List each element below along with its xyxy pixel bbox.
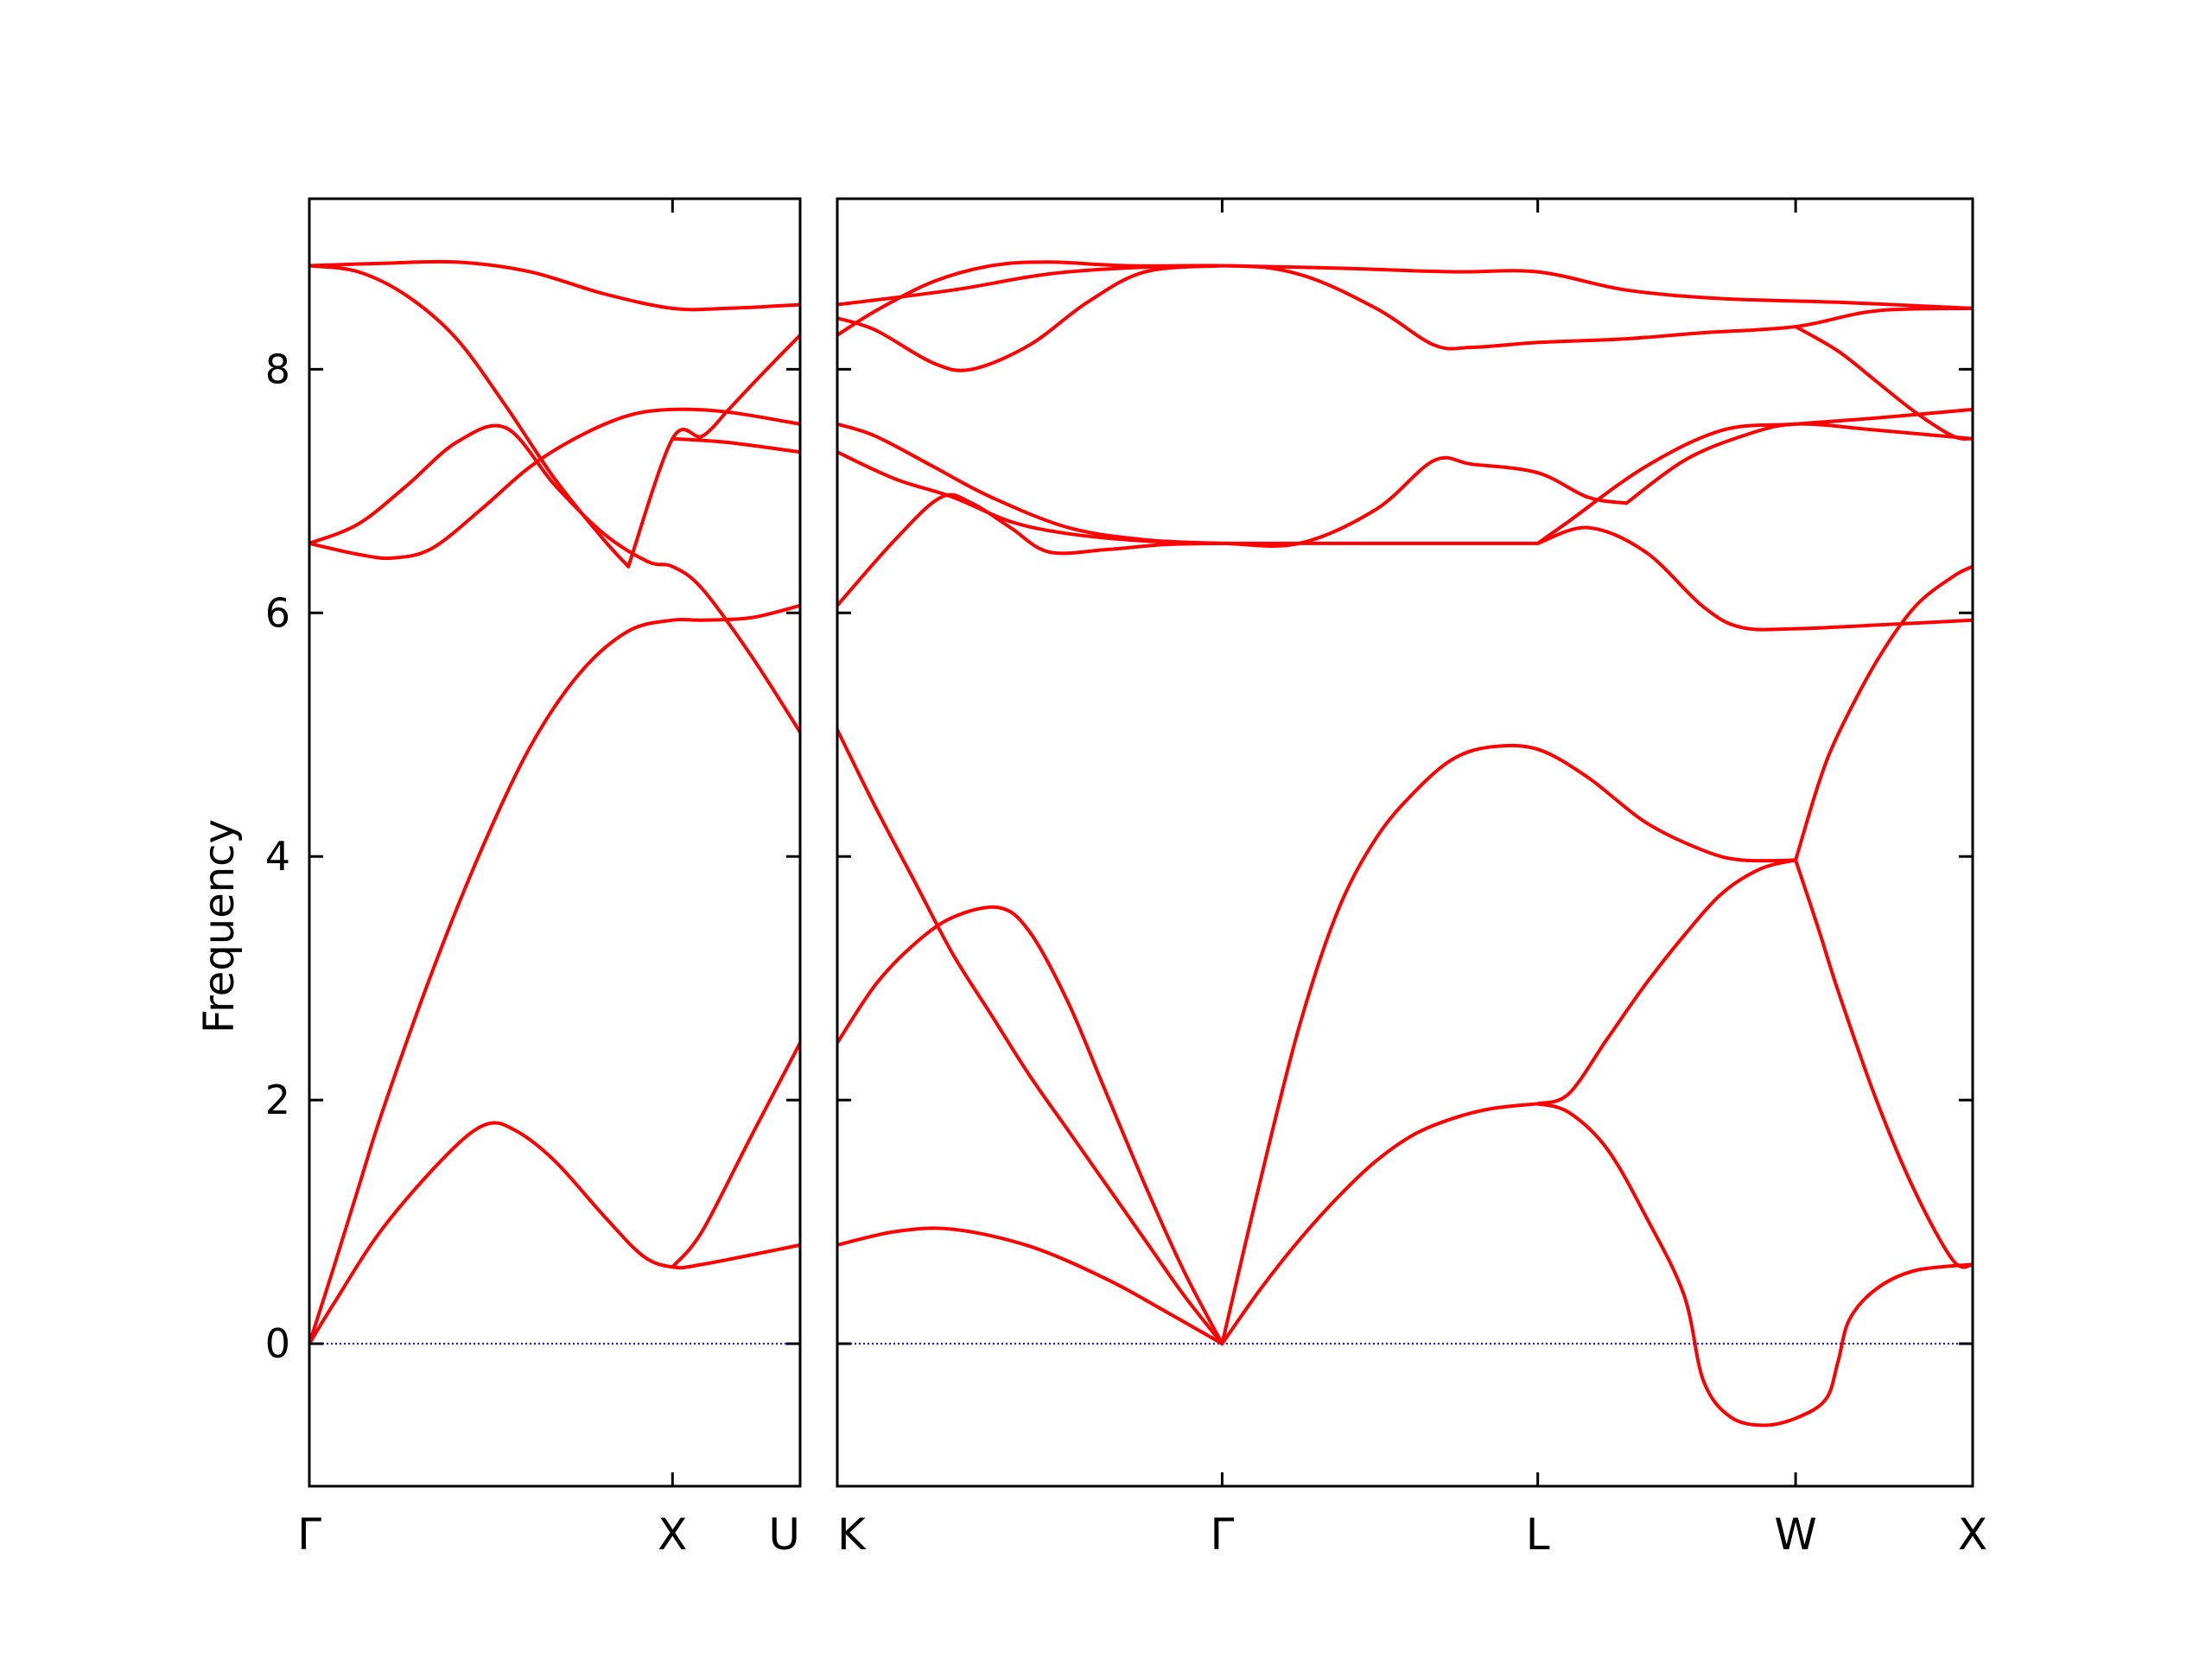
band-line-6	[626, 410, 728, 569]
x-tick-label: X	[1958, 1510, 1987, 1560]
x-tick-label: X	[658, 1510, 687, 1560]
panel-frame	[836, 197, 1974, 1488]
band-line-8	[671, 1040, 800, 1269]
band-line-3	[309, 407, 800, 561]
band-line-2	[837, 905, 1224, 1346]
x-tick-label: Γ	[297, 1510, 321, 1560]
band-line-13	[837, 422, 1224, 545]
band-line-4	[309, 423, 800, 734]
band-line-9	[724, 333, 800, 414]
y-tick-label: 6	[265, 589, 290, 636]
band-line-5	[309, 264, 631, 569]
y-tick-label: 2	[265, 1077, 290, 1123]
x-tick-label: W	[1774, 1510, 1816, 1560]
band-line-2	[309, 603, 800, 1346]
panels-group: 0 2 4 6 8 Γ X U K Γ L W X	[265, 197, 1987, 1560]
band-line-19	[1794, 325, 1973, 442]
band-lines	[837, 260, 1973, 1427]
band-line-4	[1220, 1102, 1540, 1346]
panel-frame	[308, 197, 802, 1488]
band-line-1	[837, 1226, 1224, 1346]
band-line-7	[671, 436, 800, 454]
panel-1: 0 2 4 6 8 Γ X U	[265, 197, 802, 1560]
band-line-14	[1535, 407, 1973, 545]
x-tick-label: Γ	[1210, 1510, 1234, 1560]
band-line-8	[1794, 858, 1973, 1269]
band-line-10	[309, 259, 800, 312]
band-lines	[309, 259, 800, 1346]
y-tick-label: 4	[265, 833, 290, 880]
band-line-15	[1624, 422, 1973, 505]
band-line-6	[1535, 858, 1798, 1106]
x-tick-label: L	[1526, 1510, 1550, 1560]
band-line-17	[837, 264, 1973, 351]
x-tick-label: K	[837, 1510, 867, 1560]
x-tick-label: U	[768, 1510, 800, 1560]
band-line-18	[837, 264, 1224, 372]
band-line-3	[837, 728, 1224, 1346]
y-tick-label: 8	[265, 346, 290, 392]
y-axis-label: Frequency	[195, 819, 244, 1033]
band-line-10	[1535, 525, 1973, 632]
band-line-1	[309, 1121, 800, 1346]
y-tick-label: 0	[265, 1320, 290, 1367]
band-line-7	[1535, 1102, 1973, 1427]
band-line-5	[1220, 743, 1798, 1346]
band-line-9	[1794, 564, 1973, 862]
band-line-12	[837, 450, 1629, 548]
band-line-16	[837, 260, 1973, 337]
band-line-11	[837, 493, 1540, 607]
